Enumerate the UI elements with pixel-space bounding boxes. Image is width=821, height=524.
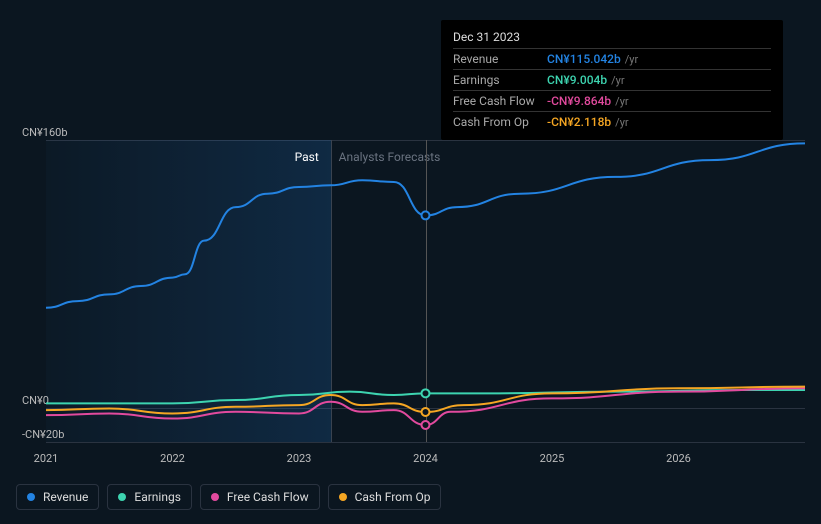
financials-chart: Past Analysts Forecasts CN¥160bCN¥0-CN¥2… — [16, 0, 805, 470]
tooltip-row-value: CN¥9.004b — [547, 73, 607, 87]
x-tick-label: 2024 — [413, 452, 438, 465]
series-marker-fcf — [422, 421, 430, 429]
legend-dot-icon — [118, 493, 126, 501]
x-tick-label: 2021 — [34, 452, 59, 465]
legend-dot-icon — [27, 493, 35, 501]
series-line-revenue — [46, 143, 805, 307]
legend-dot-icon — [339, 493, 347, 501]
legend-dot-icon — [211, 493, 219, 501]
tooltip-row-unit: /yr — [611, 74, 624, 87]
series-marker-earnings — [422, 389, 430, 397]
tooltip-date: Dec 31 2023 — [453, 28, 771, 49]
tooltip-row-unit: /yr — [625, 53, 638, 66]
series-marker-revenue — [422, 211, 430, 219]
legend-label: Free Cash Flow — [227, 490, 309, 504]
legend-label: Earnings — [134, 490, 181, 504]
tooltip-row-value: CN¥115.042b — [547, 52, 621, 66]
legend-label: Cash From Op — [355, 490, 431, 504]
tooltip-row-label: Revenue — [453, 52, 547, 66]
legend-item-fcf[interactable]: Free Cash Flow — [200, 484, 320, 510]
tooltip-row-value: -CN¥2.118b — [547, 115, 611, 129]
tooltip-row-label: Earnings — [453, 73, 547, 87]
x-tick-label: 2022 — [160, 452, 185, 465]
x-tick-label: 2025 — [540, 452, 565, 465]
legend-item-cfo[interactable]: Cash From Op — [328, 484, 442, 510]
tooltip-row: RevenueCN¥115.042b/yr — [453, 49, 771, 70]
chart-tooltip: Dec 31 2023 RevenueCN¥115.042b/yrEarning… — [441, 20, 783, 140]
legend-item-revenue[interactable]: Revenue — [16, 484, 99, 510]
tooltip-row: EarningsCN¥9.004b/yr — [453, 70, 771, 91]
series-marker-cfo — [422, 408, 430, 416]
x-tick-label: 2023 — [287, 452, 312, 465]
tooltip-row: Cash From Op-CN¥2.118b/yr — [453, 112, 771, 132]
tooltip-row-unit: /yr — [615, 116, 628, 129]
tooltip-row-value: -CN¥9.864b — [547, 94, 611, 108]
x-tick-label: 2026 — [666, 452, 691, 465]
tooltip-row-label: Cash From Op — [453, 115, 547, 129]
legend-item-earnings[interactable]: Earnings — [107, 484, 192, 510]
legend-label: Revenue — [43, 490, 88, 504]
tooltip-row: Free Cash Flow-CN¥9.864b/yr — [453, 91, 771, 112]
tooltip-row-unit: /yr — [615, 95, 628, 108]
tooltip-row-label: Free Cash Flow — [453, 94, 547, 108]
legend: Revenue Earnings Free Cash Flow Cash From O… — [16, 484, 441, 510]
